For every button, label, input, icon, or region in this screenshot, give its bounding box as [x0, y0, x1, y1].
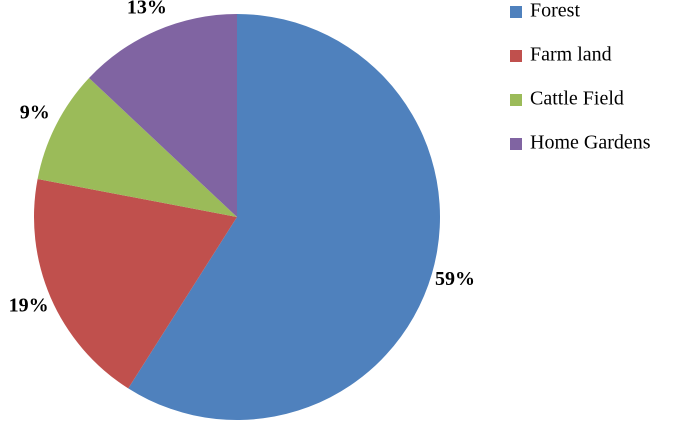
legend-swatch [510, 94, 522, 106]
legend-label: Cattle Field [530, 88, 624, 110]
pie-slice [37, 78, 237, 218]
legend-label: Forest [530, 0, 580, 22]
pie-slice [128, 14, 440, 421]
legend-label: Farm land [530, 44, 612, 66]
value-label: 59% [435, 268, 475, 290]
value-label: 9% [20, 102, 50, 124]
value-label: 19% [9, 295, 49, 317]
legend-swatch [510, 50, 522, 62]
legend-label: Home Gardens [530, 132, 651, 154]
pie-slice [89, 14, 237, 217]
legend-swatch [510, 6, 522, 18]
legend-swatch [510, 138, 522, 150]
value-label: 13% [127, 0, 167, 18]
pie-slice [34, 178, 237, 389]
